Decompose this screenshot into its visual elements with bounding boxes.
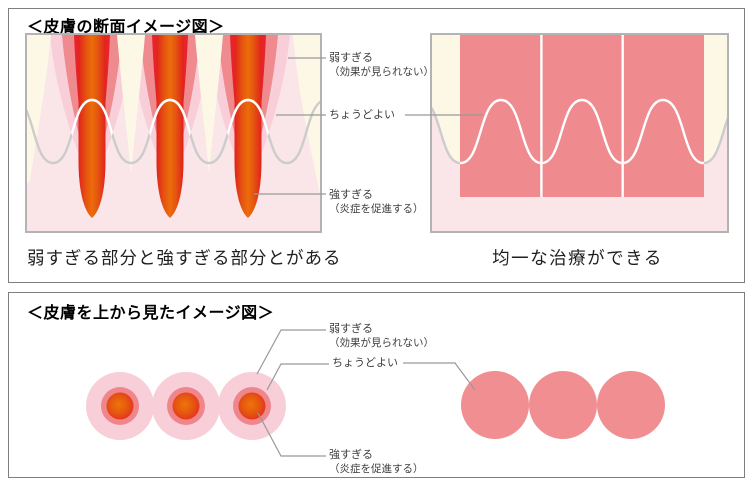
strong-label: 強すぎる <box>329 189 373 201</box>
uniform-treatment-area <box>460 35 704 197</box>
cross-section-title: ＜皮膚の断面イメージ図＞ <box>27 19 225 36</box>
laser-beam-cores <box>78 35 262 218</box>
weak-note-label: （効果が見られない） <box>329 337 434 349</box>
spot-core-strong <box>106 392 134 420</box>
top-view-box: ＜皮膚を上から見たイメージ図＞ <box>8 292 745 478</box>
weak-connector-line <box>256 329 326 375</box>
strong-label: 強すぎる <box>329 449 373 461</box>
uniform-treatment-panel <box>430 33 729 233</box>
just-left-connector-line <box>266 363 329 391</box>
spot-outer-weak <box>152 372 220 440</box>
just-right-label: ちょうどよい <box>329 109 395 121</box>
spot-core-strong <box>172 392 200 420</box>
spot-mid-just <box>233 387 271 425</box>
just-right-connector-line <box>403 362 476 391</box>
top-view-title: ＜皮膚を上から見たイメージ図＞ <box>27 305 275 322</box>
uneven-treatment-panel <box>25 33 322 233</box>
weak-label: 弱すぎる <box>329 52 373 64</box>
uniform-spot <box>597 371 665 439</box>
strong-note-label: （炎症を促進する） <box>329 463 424 475</box>
strong-note-label: （炎症を促進する） <box>329 203 424 215</box>
uniform-spot <box>529 371 597 439</box>
spot-core-strong <box>238 392 266 420</box>
uniform-caption: 均一な治療ができる <box>492 248 663 268</box>
uneven-treatment-diagram <box>27 35 320 231</box>
strong-connector-line <box>257 412 326 457</box>
weak-label: 弱すぎる <box>329 323 373 335</box>
uniform-treatment-diagram <box>432 35 727 231</box>
spot-outer-weak <box>86 372 154 440</box>
uneven-caption: 弱すぎる部分と強すぎる部分とがある <box>27 248 342 268</box>
spot-mid-just <box>167 387 205 425</box>
cross-section-box: ＜皮膚の断面イメージ図＞ <box>8 8 745 283</box>
ideal-depth-wave-white <box>460 98 704 165</box>
just-right-label: ちょうどよい <box>332 357 398 369</box>
untreated-skin-wedges <box>27 35 320 195</box>
segment-divider <box>621 35 624 197</box>
spot-mid-just <box>101 387 139 425</box>
uniform-spot-group <box>461 371 665 439</box>
uniform-spot <box>461 371 529 439</box>
uneven-spot-group <box>86 372 286 440</box>
weak-note-label: （効果が見られない） <box>329 66 434 78</box>
spot-outer-weak <box>218 372 286 440</box>
segment-divider <box>540 35 543 197</box>
